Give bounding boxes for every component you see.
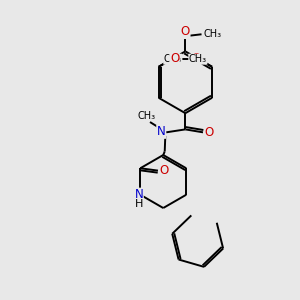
Text: O: O [205, 126, 214, 139]
Text: CH₃: CH₃ [204, 29, 222, 39]
Text: O: O [181, 26, 190, 38]
Text: N: N [157, 125, 166, 138]
Text: CH₃: CH₃ [189, 54, 207, 64]
Text: CH₃: CH₃ [164, 54, 182, 64]
Text: O: O [191, 52, 201, 65]
Text: H: H [135, 199, 143, 208]
Text: O: O [160, 164, 169, 177]
Text: N: N [134, 188, 143, 201]
Text: CH₃: CH₃ [137, 110, 155, 121]
Text: O: O [170, 52, 179, 65]
